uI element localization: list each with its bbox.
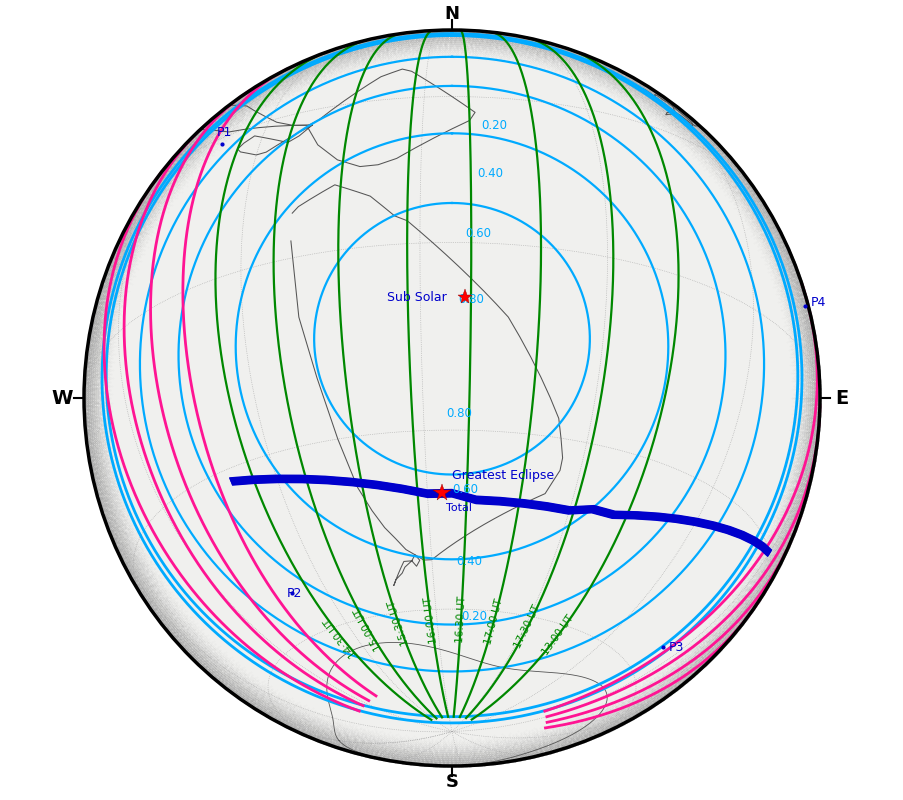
- Text: 0.60: 0.60: [452, 483, 478, 496]
- Text: W: W: [51, 389, 72, 407]
- Circle shape: [84, 30, 819, 766]
- Text: 15:30 UT: 15:30 UT: [386, 599, 410, 647]
- Text: Total: Total: [446, 503, 471, 514]
- Text: P2: P2: [286, 587, 302, 600]
- Text: 0.60: 0.60: [464, 226, 490, 240]
- Text: 16:30 UT: 16:30 UT: [454, 596, 467, 643]
- Text: 0.80: 0.80: [458, 293, 484, 306]
- Text: N: N: [444, 5, 459, 23]
- Text: 17:30 UT: 17:30 UT: [513, 603, 542, 650]
- Text: Sub Solar: Sub Solar: [386, 290, 446, 304]
- Text: 0.20: 0.20: [481, 119, 507, 133]
- Text: Greatest Eclipse: Greatest Eclipse: [452, 470, 554, 482]
- Text: 15:00 UT: 15:00 UT: [352, 606, 383, 652]
- Text: P3: P3: [668, 642, 684, 654]
- Text: P4: P4: [810, 296, 825, 309]
- Text: S: S: [445, 773, 458, 791]
- Text: 14:30 UT: 14:30 UT: [322, 614, 358, 658]
- Text: P1: P1: [217, 126, 232, 139]
- Text: 0.20: 0.20: [461, 610, 487, 622]
- Text: E: E: [834, 389, 848, 407]
- Text: 0.40: 0.40: [455, 555, 481, 568]
- Text: 16:00 UT: 16:00 UT: [423, 596, 438, 644]
- Text: 0.80: 0.80: [446, 407, 471, 420]
- Text: 17:00 UT: 17:00 UT: [482, 598, 504, 646]
- Text: 13:00 UT: 13:00 UT: [540, 613, 575, 657]
- Text: 0.40: 0.40: [477, 167, 503, 180]
